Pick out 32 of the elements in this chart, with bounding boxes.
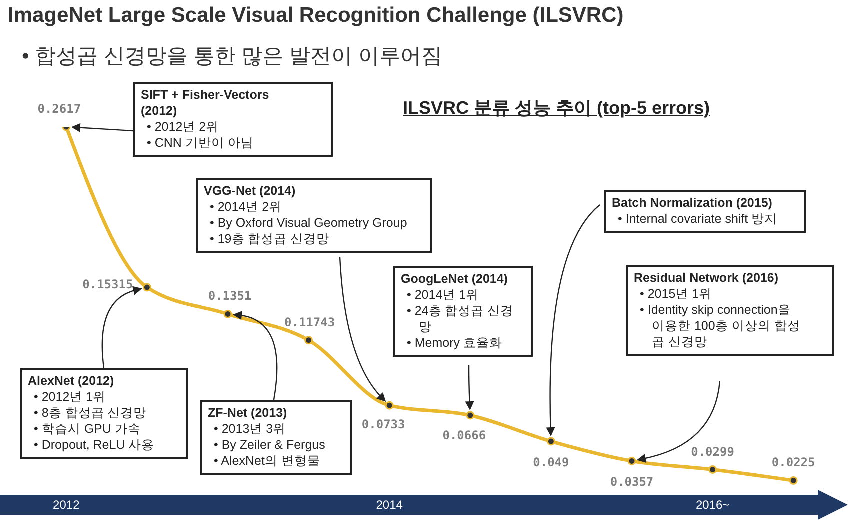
annotation: VGG-Net (2014) • 2014년 2위 • By Oxford Visual Geometry Group • 19층 합성곱 신경망: [204, 183, 408, 247]
data-label: 0.0299: [691, 444, 734, 459]
point: [708, 466, 718, 474]
point: [628, 456, 636, 466]
annotation: ZF-Net (2013) • 2013년 3위 • By Zeiler & Fergus • AlexNet의 변형물: [208, 405, 326, 469]
data-label: 0.049: [533, 456, 570, 470]
text: ILSVRC 분류 성능 추이 (top-5 errors): [403, 97, 710, 120]
point: [142, 283, 152, 292]
point: [789, 476, 798, 485]
chart-title: ImageNet Large Scale Visual Recognition Challenge (ILSVRC): [8, 4, 624, 28]
point: [466, 411, 475, 420]
x-tick-label: 2012: [53, 498, 80, 512]
x-tick-label: 2016~: [696, 498, 730, 512]
point: [385, 401, 394, 410]
data-label: 0.15315: [82, 278, 134, 292]
point: [546, 437, 556, 446]
data-label: 0.0225: [772, 456, 816, 470]
x-tick-label: 2014: [376, 498, 404, 512]
data-label: 0.0357: [610, 475, 654, 490]
chart-subtitle: • 합성곱 신경망을 통한 많은 발전이 이루어짐: [22, 44, 442, 70]
annotation: Batch Normalization (2015) • Internal covariate shift 방지: [612, 195, 778, 227]
annotation: SIFT + Fisher-Vectors (2012) • 2012년 2위 • CNN 기반이 아님: [141, 87, 270, 151]
data-label: 0.2617: [38, 102, 82, 116]
data-label: 0.1351: [208, 289, 252, 304]
annotation: Residual Network (2016) • 2015년 1위 • Identity skip connection을 이용한 100층 이상의 합성 곱 신경망: [634, 270, 800, 350]
point: [304, 336, 314, 345]
annotation: GoogLeNet (2014) • 2014년 1위 • 24층 합성곱 신경 망 • Memory 효율화: [401, 271, 514, 351]
annotation: AlexNet (2012) • 2012년 1위 • 8층 합성곱 신경망 • 학습시 GPU 가속 • Dropout, ReLU 사용: [28, 373, 155, 453]
data-label: 0.11743: [284, 315, 336, 330]
point: [224, 310, 232, 318]
data-label: 0.0666: [442, 428, 486, 443]
data-label: 0.0733: [362, 418, 406, 432]
